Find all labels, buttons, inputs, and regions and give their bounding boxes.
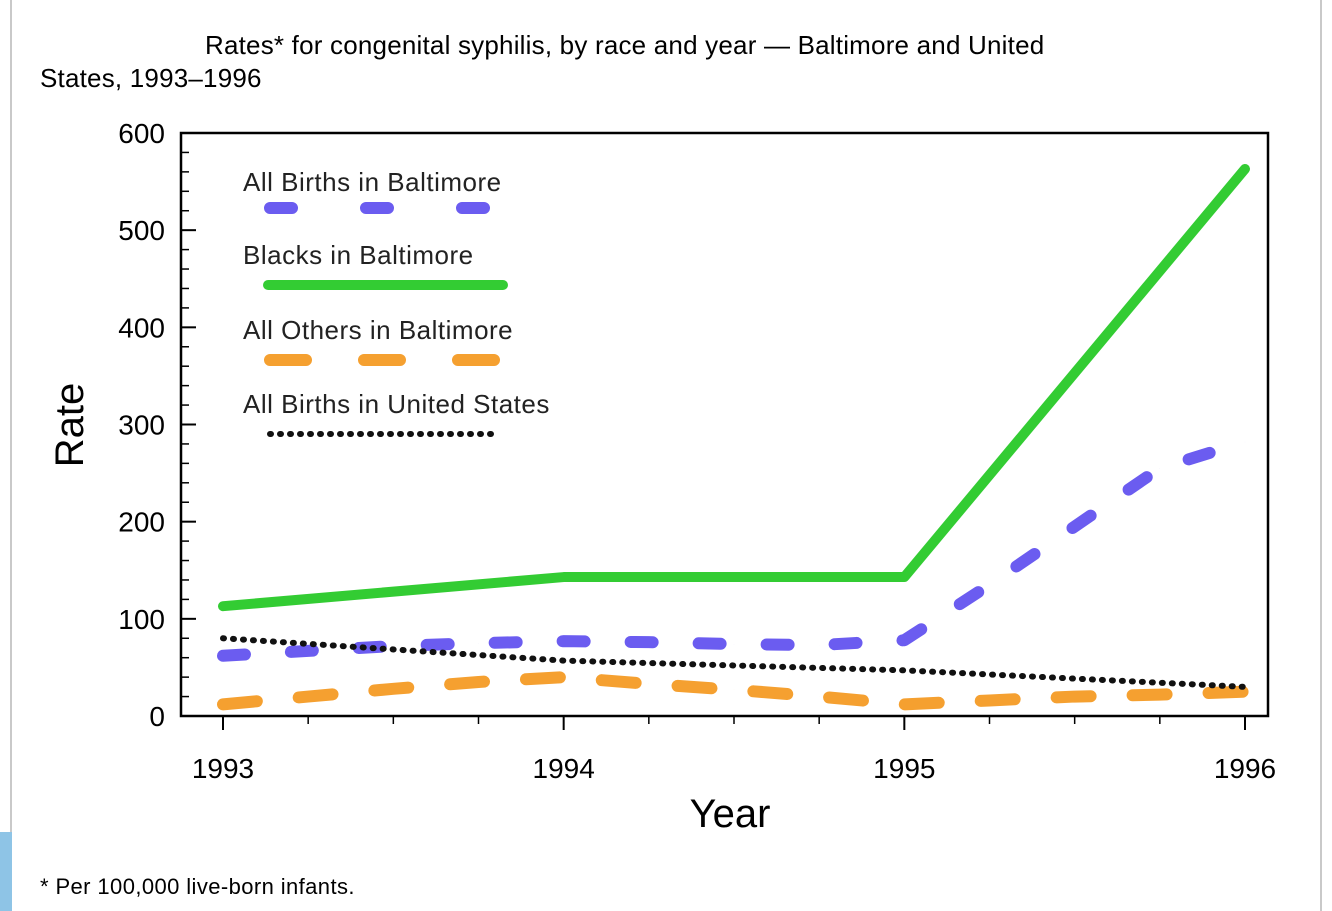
y-tick-label: 600 [118, 118, 165, 149]
x-tick-label: 1996 [1214, 753, 1276, 784]
legend-label: All Births in Baltimore [243, 167, 502, 197]
y-tick-label: 100 [118, 604, 165, 635]
x-axis: 1993 1994 1995 1996 [192, 716, 1276, 784]
x-tick-label: 1995 [873, 753, 935, 784]
y-axis-label: Rate [48, 383, 92, 468]
chart-title-line1: Rates* for congenital syphilis, by race … [205, 30, 1045, 60]
legend-label: Blacks in Baltimore [243, 240, 474, 270]
y-tick-label: 300 [118, 410, 165, 441]
series-blacks-baltimore [218, 163, 1250, 612]
x-axis-label: Year [690, 792, 771, 836]
series-layer [217, 163, 1251, 711]
y-tick-label: 0 [149, 701, 165, 732]
legend-label: All Others in Baltimore [243, 315, 513, 345]
footnote: * Per 100,000 live-born infants. [40, 874, 355, 899]
y-tick-label: 200 [118, 507, 165, 538]
y-tick-label: 500 [118, 215, 165, 246]
y-tick-label: 400 [118, 312, 165, 343]
x-tick-label: 1993 [192, 753, 254, 784]
chart-title-line2: States, 1993–1996 [40, 63, 262, 93]
side-accent-bar [0, 832, 12, 911]
x-tick-label: 1994 [533, 753, 595, 784]
plot-area [179, 131, 1270, 718]
legend: All Births in Baltimore Blacks in Baltimo… [243, 167, 550, 437]
y-axis: 0 100 200 300 400 500 600 [118, 118, 196, 732]
series-all-births-us [220, 635, 1248, 690]
legend-label: All Births in United States [243, 389, 550, 419]
